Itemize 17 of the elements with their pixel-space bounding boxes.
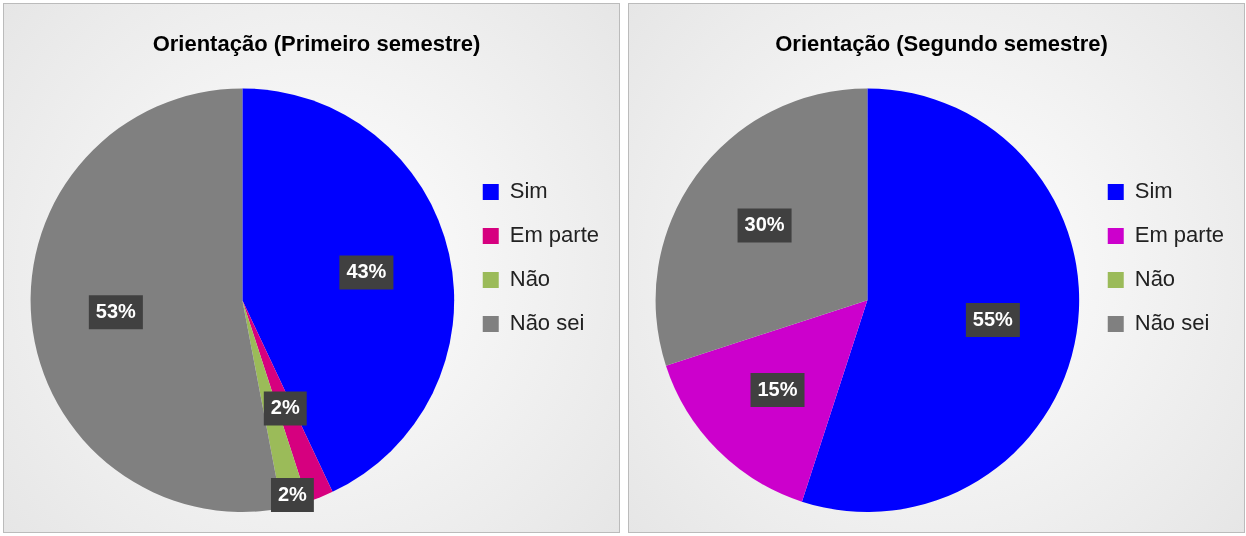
legend-label: Não [1134,266,1176,292]
legend-label: Não [509,266,551,292]
data-label: 43% [346,259,387,282]
data-label: 15% [757,377,798,400]
legend-label: Sim [509,178,548,204]
legend-label: Em parte [509,222,600,248]
data-label: 30% [744,213,785,236]
chart-title: Orientação (Primeiro semestre) [152,31,481,57]
data-label: 2% [277,482,308,505]
data-label: 55% [972,307,1014,330]
legend-label: Em parte [1134,222,1225,248]
data-label: 2% [270,396,300,419]
legend-label: Não sei [509,310,585,336]
legend-label: Não sei [1134,310,1210,336]
legend-label: Sim [1134,178,1173,204]
data-label: 53% [95,299,137,322]
chart-title: Orientação (Segundo semestre) [775,31,1108,57]
